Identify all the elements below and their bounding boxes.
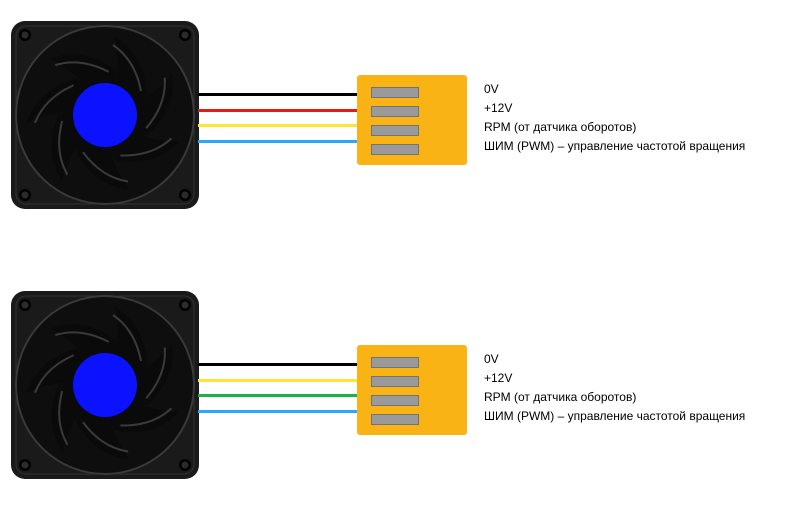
- fan-diagram-row-1: 0V +12V RPM (от датчика оборотов) ШИМ (PWM)…: [0, 20, 800, 210]
- connector-block: [357, 75, 467, 165]
- wire-1: [198, 93, 360, 96]
- pin-label-2: +12V: [484, 102, 512, 114]
- fan-icon: [10, 290, 200, 480]
- pin-label-3: RPM (от датчика оборотов): [484, 121, 636, 133]
- wire-4: [198, 410, 360, 413]
- pin-label-2: +12V: [484, 372, 512, 384]
- pin-label-3: RPM (от датчика оборотов): [484, 391, 636, 403]
- wire-3: [198, 124, 360, 127]
- connector-pin-3: [371, 125, 419, 136]
- connector-pin-4: [371, 414, 419, 425]
- connector-pin-3: [371, 395, 419, 406]
- connector-pin-4: [371, 144, 419, 155]
- fan-diagram-row-2: 0V +12V RPM (от датчика оборотов) ШИМ (PWM)…: [0, 290, 800, 480]
- connector-pin-1: [371, 87, 419, 98]
- connector-pin-2: [371, 376, 419, 387]
- connector-pin-2: [371, 106, 419, 117]
- wire-4: [198, 140, 360, 143]
- pin-label-1: 0V: [484, 353, 499, 365]
- wire-2: [198, 379, 360, 382]
- wire-2: [198, 109, 360, 112]
- pin-label-4: ШИМ (PWM) – управление частотой вращения: [484, 410, 745, 422]
- connector-pin-1: [371, 357, 419, 368]
- pin-label-1: 0V: [484, 83, 499, 95]
- wire-3: [198, 394, 360, 397]
- fan-icon: [10, 20, 200, 210]
- wire-group: [198, 290, 360, 480]
- wire-1: [198, 363, 360, 366]
- pin-label-4: ШИМ (PWM) – управление частотой вращения: [484, 140, 745, 152]
- wire-group: [198, 20, 360, 210]
- connector-block: [357, 345, 467, 435]
